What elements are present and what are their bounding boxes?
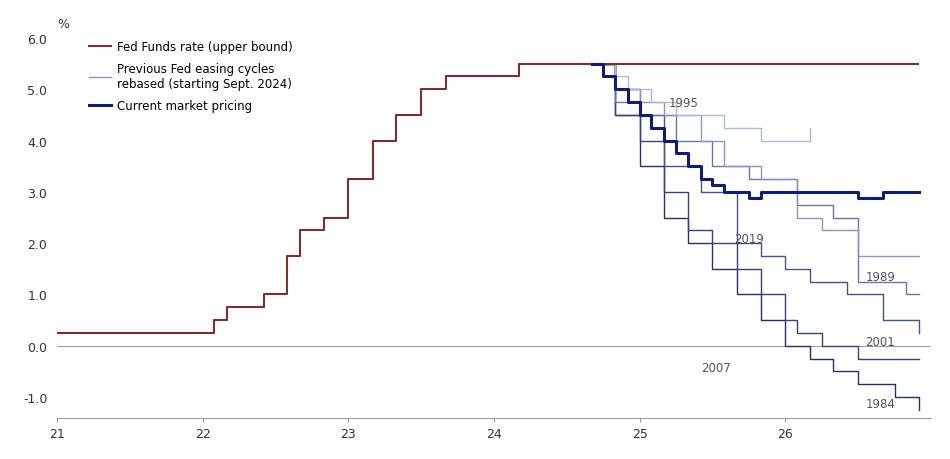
Text: 1984: 1984 <box>865 397 895 410</box>
Text: 1989: 1989 <box>865 270 895 283</box>
Text: 2019: 2019 <box>734 232 764 245</box>
Legend: Fed Funds rate (upper bound), Previous Fed easing cycles
rebased (starting Sept.: Fed Funds rate (upper bound), Previous F… <box>85 36 297 117</box>
Text: 2001: 2001 <box>865 336 895 348</box>
Text: 1995: 1995 <box>669 96 698 109</box>
Text: 2007: 2007 <box>701 361 731 374</box>
Text: %: % <box>57 18 69 31</box>
